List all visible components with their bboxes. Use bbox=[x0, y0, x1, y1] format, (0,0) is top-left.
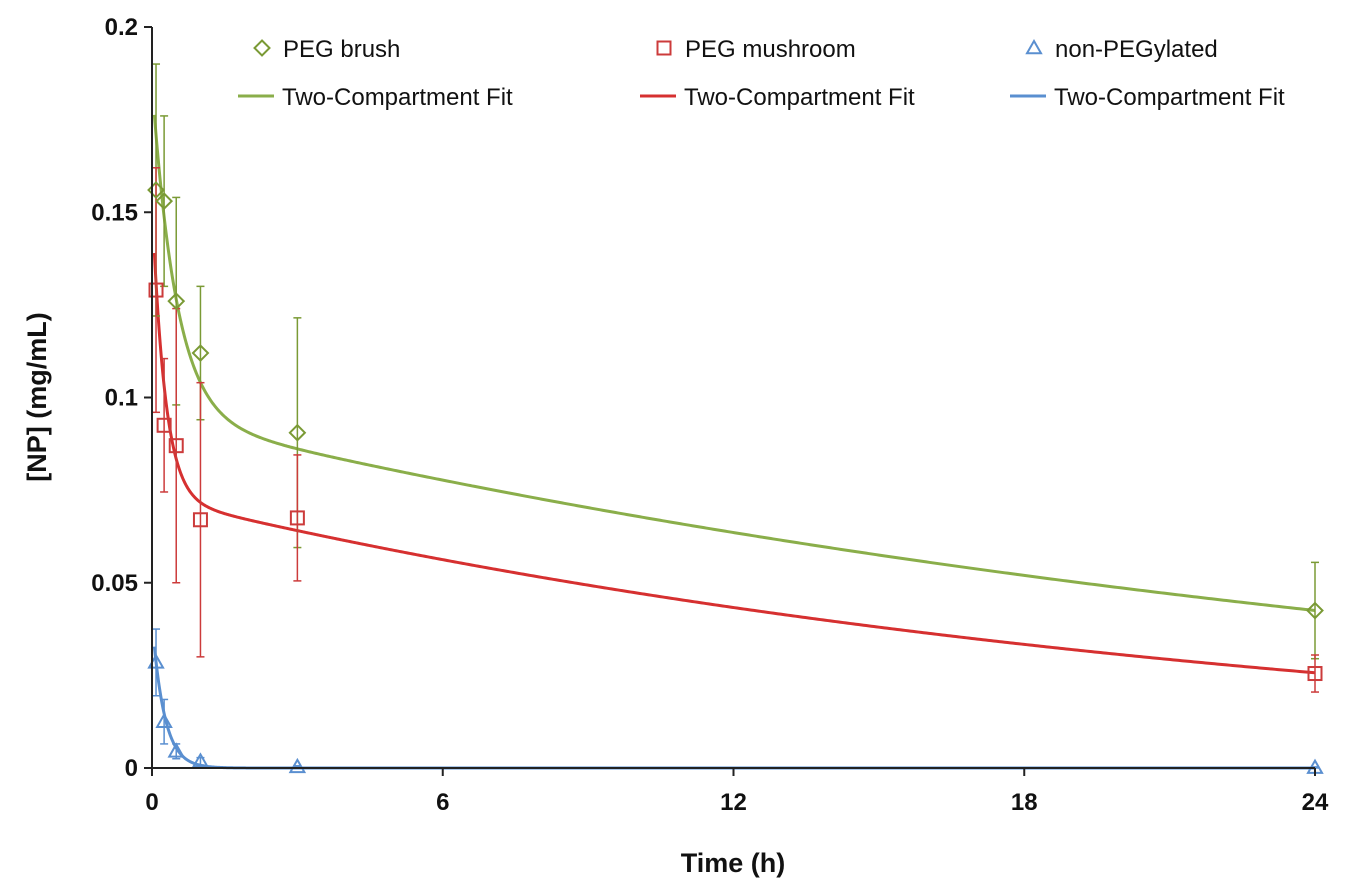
y-tick-label: 0.05 bbox=[91, 570, 138, 597]
y-tick-label: 0.2 bbox=[105, 14, 138, 41]
legend-label: Two-Compartment Fit bbox=[1054, 84, 1285, 111]
legend-label: PEG brush bbox=[283, 36, 400, 63]
data-point-triangle bbox=[191, 752, 210, 768]
data-point-square bbox=[168, 438, 184, 454]
fit-curve-2 bbox=[152, 252, 1316, 675]
legend: PEG brush PEG mushroom non-PEGylated Two-Co… bbox=[238, 36, 1285, 111]
fit-curves bbox=[152, 114, 1316, 770]
data-point-square bbox=[289, 510, 305, 526]
axes: 0 0.05 0.1 0.15 0.2 0 6 12 18 24 bbox=[91, 14, 1329, 816]
legend-label: Two-Compartment Fit bbox=[282, 84, 513, 111]
data-point-square bbox=[148, 282, 164, 298]
legend-label: PEG mushroom bbox=[685, 36, 856, 63]
x-tick-label: 6 bbox=[436, 789, 449, 816]
data-point-triangle bbox=[167, 742, 185, 758]
x-tick-label: 12 bbox=[720, 789, 747, 816]
x-tick-label: 0 bbox=[145, 789, 158, 816]
legend-marker-triangle bbox=[1025, 38, 1043, 55]
data-point-diamond bbox=[191, 344, 210, 362]
fit-curve-1 bbox=[152, 114, 1316, 612]
data-point-diamond bbox=[167, 292, 186, 311]
fit-curve-3 bbox=[152, 646, 1315, 770]
data-point-square bbox=[192, 512, 208, 528]
data-point-diamond bbox=[155, 192, 174, 211]
y-tick-label: 0.1 bbox=[105, 385, 138, 412]
y-tick-label: 0 bbox=[125, 755, 138, 782]
x-tick-label: 18 bbox=[1011, 789, 1038, 816]
y-axis-title: [NP] (mg/mL) bbox=[22, 312, 52, 481]
legend-marker-diamond bbox=[253, 39, 271, 57]
y-tick-label: 0.15 bbox=[91, 199, 138, 226]
x-axis-title: Time (h) bbox=[681, 848, 786, 878]
data-point-triangle bbox=[155, 712, 173, 728]
legend-label: Two-Compartment Fit bbox=[684, 84, 915, 111]
data-point-square bbox=[156, 417, 172, 433]
legend-label: non-PEGylated bbox=[1055, 36, 1218, 63]
data-markers bbox=[147, 181, 1324, 774]
error-bars bbox=[152, 63, 1319, 769]
data-point-square bbox=[1307, 666, 1323, 682]
x-tick-label: 24 bbox=[1302, 789, 1329, 816]
data-point-diamond bbox=[288, 423, 307, 442]
data-point-diamond bbox=[1306, 601, 1324, 620]
data-point-triangle bbox=[288, 757, 307, 774]
legend-marker-square bbox=[656, 40, 672, 56]
